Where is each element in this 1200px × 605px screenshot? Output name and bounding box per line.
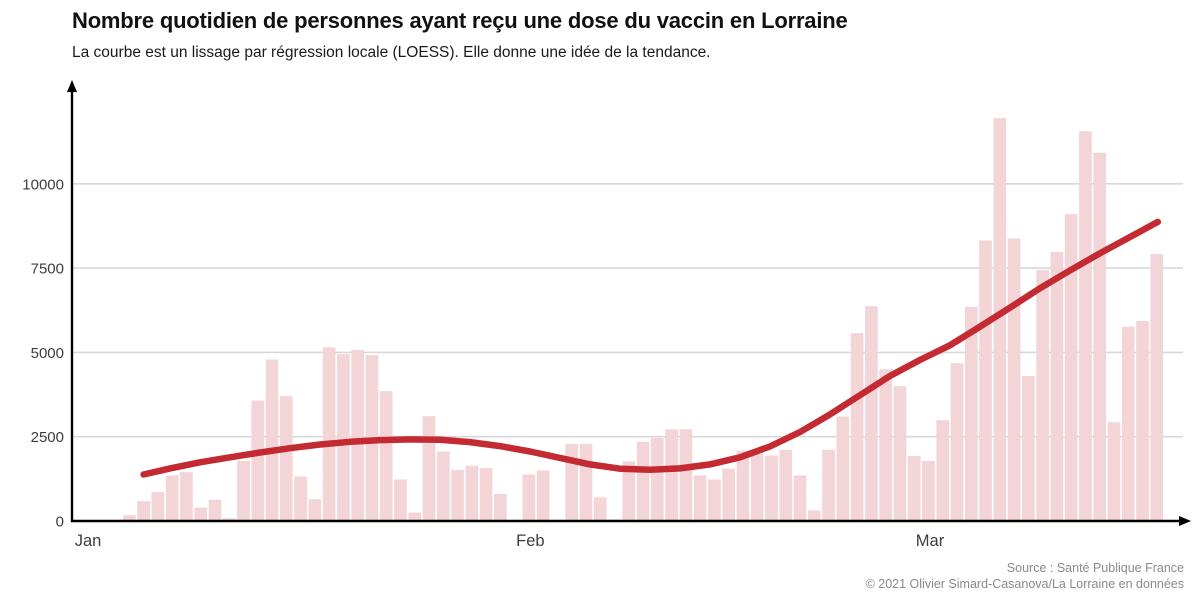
y-tick-label: 5000 <box>31 345 64 362</box>
bar <box>1150 254 1164 522</box>
x-tick-label: Jan <box>75 532 102 550</box>
source-line-2: © 2021 Olivier Simard-Casanova/La Lorrai… <box>865 577 1184 591</box>
bar <box>1121 326 1135 521</box>
x-axis-arrow <box>1179 516 1191 526</box>
bar <box>1036 270 1049 521</box>
bar <box>822 449 835 521</box>
source-line-1: Source : Santé Publique France <box>1006 561 1184 575</box>
bar <box>879 369 893 521</box>
bar <box>979 240 992 521</box>
bar <box>793 475 807 521</box>
bar <box>693 475 707 521</box>
bar <box>779 449 793 521</box>
bar <box>865 306 878 521</box>
bar <box>708 479 721 521</box>
bar <box>650 438 664 521</box>
bar <box>451 469 464 521</box>
bar <box>436 451 450 521</box>
bar <box>622 461 636 521</box>
bar <box>379 391 393 521</box>
bar <box>593 497 607 521</box>
bar <box>237 460 250 521</box>
bar <box>337 354 350 521</box>
y-tick-label: 10000 <box>22 176 64 193</box>
bar <box>265 359 279 521</box>
bar <box>922 460 935 521</box>
bar <box>1007 238 1021 521</box>
bar <box>964 306 978 521</box>
bar <box>151 492 165 521</box>
bar <box>907 455 921 521</box>
bar <box>765 455 778 521</box>
bar <box>123 515 136 521</box>
bar <box>137 501 150 521</box>
bar <box>465 465 479 521</box>
bar <box>1050 251 1064 521</box>
bar <box>679 429 693 521</box>
bar <box>807 510 821 521</box>
bar <box>1093 152 1107 521</box>
bar <box>308 499 322 521</box>
bar <box>394 479 407 521</box>
source-note: Source : Santé Publique France © 2021 Ol… <box>866 560 1184 592</box>
bar <box>1079 131 1092 521</box>
bar <box>165 475 179 521</box>
bar <box>893 386 907 521</box>
bar <box>194 507 208 521</box>
x-tick-label: Mar <box>916 532 945 550</box>
bar <box>222 518 236 521</box>
bar <box>950 363 964 521</box>
bar <box>836 416 850 521</box>
y-tick-label: 7500 <box>31 261 64 278</box>
bar <box>208 499 222 521</box>
x-tick-label: Feb <box>516 532 544 550</box>
bar <box>422 416 436 521</box>
y-axis-arrow <box>67 80 77 92</box>
bar <box>536 470 550 521</box>
bar <box>1136 321 1149 521</box>
y-tick-label: 2500 <box>31 429 64 446</box>
bar <box>993 118 1007 522</box>
bar <box>1064 214 1078 521</box>
bar <box>351 350 365 521</box>
bar <box>722 468 736 521</box>
bar <box>251 400 265 521</box>
bar <box>494 494 507 521</box>
bar <box>1022 376 1035 521</box>
bar <box>579 443 593 521</box>
bar <box>850 333 864 521</box>
bar <box>750 453 764 521</box>
bar <box>180 472 193 521</box>
loess-curve <box>140 218 1162 478</box>
bar <box>322 347 336 521</box>
bar <box>1107 422 1121 521</box>
y-tick-label: 0 <box>56 514 64 531</box>
bar <box>665 429 678 521</box>
bar <box>479 468 493 521</box>
bar <box>565 443 579 521</box>
bar <box>736 450 750 521</box>
chart-subtitle: La courbe est un lissage par régression … <box>72 44 711 61</box>
bar <box>294 476 307 521</box>
bar <box>279 396 293 521</box>
bar <box>636 441 650 521</box>
bar <box>936 420 950 521</box>
bar <box>522 474 536 521</box>
chart-title: Nombre quotidien de personnes ayant reçu… <box>72 8 848 33</box>
bar <box>408 512 422 521</box>
